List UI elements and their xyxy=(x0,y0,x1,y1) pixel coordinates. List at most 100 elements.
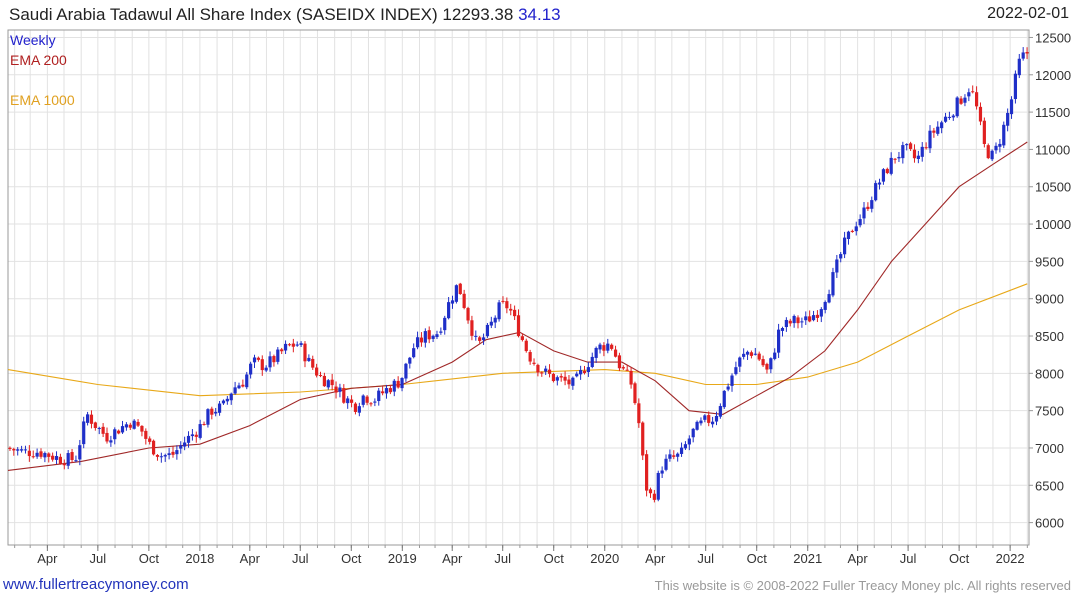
candle-up xyxy=(74,455,78,463)
candle-down xyxy=(761,355,765,367)
candle-down xyxy=(144,428,148,445)
y-tick-label: 11000 xyxy=(1035,142,1070,157)
candle-up xyxy=(357,402,361,417)
candle-up xyxy=(940,120,944,134)
y-tick-label: 7500 xyxy=(1035,404,1064,419)
x-tick-label: Apr xyxy=(645,551,666,566)
candle-up xyxy=(590,352,594,369)
candle-up xyxy=(738,356,742,373)
candle-up xyxy=(703,414,707,423)
candle-down xyxy=(369,402,373,407)
candle-up xyxy=(373,398,377,407)
y-tick-label: 9000 xyxy=(1035,292,1064,307)
candle-down xyxy=(478,335,482,344)
candle-up xyxy=(408,356,412,369)
candle-down xyxy=(241,379,245,388)
candle-down xyxy=(318,371,323,378)
x-tick-label: Jul xyxy=(494,551,511,566)
candle-down xyxy=(280,347,284,355)
candle-down xyxy=(8,446,12,451)
x-tick-label: 2020 xyxy=(590,551,619,566)
candle-down xyxy=(559,373,563,382)
candle-up xyxy=(734,361,738,376)
candle-down xyxy=(796,315,800,329)
candle-down xyxy=(353,402,358,415)
candle-down xyxy=(924,142,928,150)
candle-up xyxy=(225,395,229,405)
candle-down xyxy=(427,326,431,344)
candle-down xyxy=(645,450,649,497)
site-link[interactable]: www.fullertreacymoney.com xyxy=(3,576,189,593)
candle-up xyxy=(575,371,579,378)
candle-up xyxy=(423,328,427,348)
candle-up xyxy=(268,351,272,372)
candle-up xyxy=(773,348,777,361)
candle-down xyxy=(89,410,94,429)
candle-up xyxy=(384,384,389,399)
candle-down xyxy=(749,350,754,359)
x-tick-label: Oct xyxy=(949,551,970,566)
candle-up xyxy=(839,252,843,263)
x-tick-label: Oct xyxy=(544,551,565,566)
candle-up xyxy=(780,326,785,337)
candle-up xyxy=(183,436,187,451)
candle-up xyxy=(711,416,715,428)
candle-down xyxy=(381,386,385,396)
candle-up xyxy=(217,401,222,416)
candle-down xyxy=(136,419,140,427)
candle-down xyxy=(808,310,812,323)
candle-up xyxy=(198,419,202,440)
ema1000-line xyxy=(7,283,1028,397)
candle-down xyxy=(140,425,144,437)
candle-up xyxy=(660,466,664,479)
candle-up xyxy=(722,390,726,409)
candle-up xyxy=(998,139,1002,153)
candle-down xyxy=(171,446,175,458)
y-axis: 6000 6500 7000 7500 8000 8500 9000 9500 10000 105… xyxy=(1029,30,1071,531)
candle-up xyxy=(862,201,866,225)
index-name: Saudi Arabia Tadawul All Share Index (SA… xyxy=(9,5,438,24)
candle-up xyxy=(936,121,940,136)
candle-up xyxy=(718,403,722,419)
candle-up xyxy=(831,267,835,298)
y-tick-label: 10000 xyxy=(1035,217,1071,232)
candle-down xyxy=(757,351,761,362)
candle-up xyxy=(777,323,781,358)
candle-up xyxy=(404,362,408,382)
candle-down xyxy=(330,373,334,391)
candle-down xyxy=(93,421,97,431)
candle-up xyxy=(874,180,878,202)
candle-up xyxy=(326,379,330,390)
candle-down xyxy=(58,453,63,465)
x-tick-label: 2021 xyxy=(793,551,822,566)
candle-down xyxy=(287,343,292,347)
candle-down xyxy=(39,448,43,459)
candle-down xyxy=(528,349,532,365)
candle-up xyxy=(854,221,858,236)
y-tick-label: 12000 xyxy=(1035,68,1071,83)
candle-up xyxy=(233,381,237,395)
candle-down xyxy=(12,447,16,456)
candle-down xyxy=(272,354,276,367)
candle-down xyxy=(365,395,369,406)
candle-down xyxy=(516,309,521,338)
candle-up xyxy=(901,141,905,164)
y-tick-label: 11500 xyxy=(1035,105,1070,120)
y-tick-label: 6000 xyxy=(1035,516,1064,531)
candle-down xyxy=(978,102,983,126)
candle-up xyxy=(443,315,447,335)
candle-down xyxy=(908,141,913,151)
candle-up xyxy=(889,152,893,176)
candle-up xyxy=(23,445,28,454)
candle-down xyxy=(501,296,505,304)
candle-up xyxy=(132,419,136,430)
candle-up xyxy=(920,142,924,162)
candle-up xyxy=(668,449,672,462)
candle-down xyxy=(505,297,509,314)
candle-down xyxy=(567,375,571,389)
candle-up xyxy=(555,375,559,386)
candle-up xyxy=(586,362,590,377)
candle-up xyxy=(283,340,288,355)
x-tick-label: Jul xyxy=(697,551,714,566)
candle-up xyxy=(206,408,210,428)
